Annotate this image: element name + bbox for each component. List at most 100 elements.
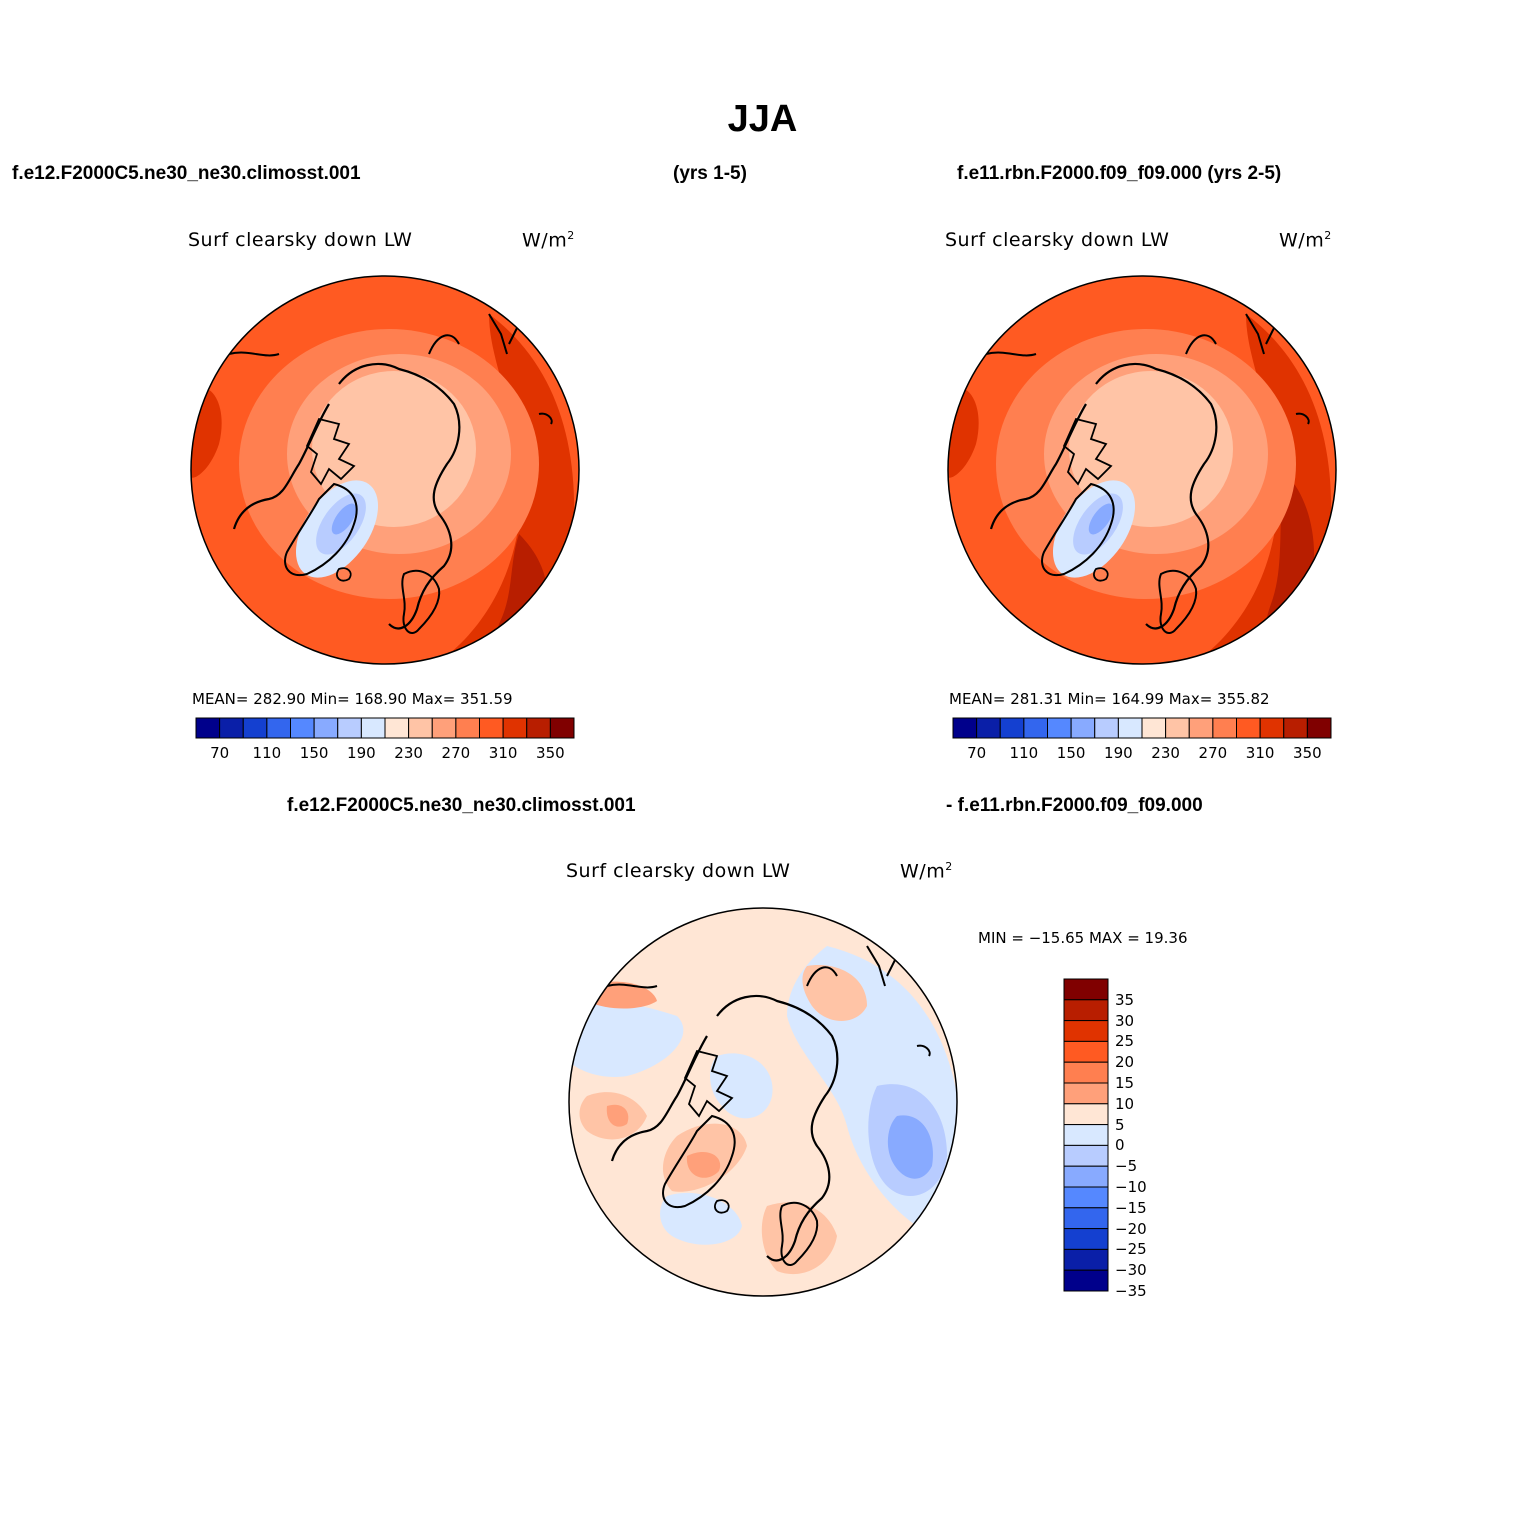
colorbar-case1-tick-label: 70 <box>210 744 230 762</box>
colorbar-case1-swatch <box>431 717 457 739</box>
colorbar-case2-swatch <box>1283 717 1308 739</box>
colorbar-difference-label: 15 <box>1115 1074 1135 1092</box>
colorbar-case1-swatch <box>266 717 291 739</box>
colorbar-difference-label: 20 <box>1115 1053 1135 1072</box>
colorbar-case2-swatch <box>1259 717 1285 739</box>
diff-units: W/m2 <box>900 860 953 883</box>
panel1-units: W/m2 <box>522 229 575 252</box>
colorbar-case1-swatch <box>290 717 315 739</box>
colorbar-difference-swatch <box>1063 1020 1109 1042</box>
colorbar-difference-label: 5 <box>1115 1115 1125 1134</box>
colorbar-case1-swatch <box>526 717 551 739</box>
colorbar-case1-swatch <box>360 717 386 739</box>
colorbar-case2-tick-label: 230 <box>1151 744 1180 762</box>
colorbar-difference-swatch <box>1063 1269 1109 1292</box>
diff-header-case1: f.e12.F2000C5.ne30_ne30.climosst.001 <box>287 795 636 816</box>
panel2-stats: MEAN= 281.31 Min= 164.99 Max= 355.82 <box>949 690 1270 708</box>
colorbar-case1-swatch <box>549 717 575 739</box>
colorbar-difference-swatch <box>1063 1082 1109 1105</box>
colorbar-case1-swatch <box>455 717 480 739</box>
colorbar-case2-swatch <box>1117 717 1143 739</box>
colorbar-difference-label: −35 <box>1115 1282 1147 1300</box>
colorbar-case2-tick-label: 350 <box>1293 744 1322 762</box>
colorbar-difference-label: 0 <box>1115 1136 1125 1155</box>
colorbar-case2-swatch <box>1236 717 1261 739</box>
colorbar-case2-swatch <box>1141 717 1167 739</box>
colorbar-difference-label: −20 <box>1115 1219 1147 1238</box>
colorbar-case2-swatch <box>976 717 1001 739</box>
colorbar-difference-label: −30 <box>1115 1261 1147 1280</box>
colorbar-difference-swatch <box>1063 1061 1109 1084</box>
colorbar-case2-tick-label: 110 <box>1009 744 1039 762</box>
colorbar-difference-swatch <box>1063 1144 1109 1167</box>
colorbar-case1 <box>195 717 575 739</box>
colorbar-case2-swatch <box>1047 717 1072 739</box>
years-header: (yrs 1-5) <box>673 163 747 184</box>
colorbar-case2-swatch <box>1023 717 1048 739</box>
colorbar-case1-swatch <box>502 717 528 739</box>
diff-field-label: Surf clearsky down LW <box>566 860 791 882</box>
colorbar-case1-tick-label: 110 <box>252 744 282 762</box>
colorbar-case1-tick-label: 230 <box>394 744 423 762</box>
colorbar-case1-tick-label: 350 <box>536 744 565 762</box>
panel1-field-label: Surf clearsky down LW <box>188 229 413 251</box>
colorbar-difference-swatch <box>1063 1124 1109 1146</box>
colorbar-difference-swatch <box>1063 1165 1109 1188</box>
colorbar-case2-swatch <box>1188 717 1214 739</box>
colorbar-case2-tick-label: 270 <box>1198 744 1228 762</box>
colorbar-difference-swatch <box>1063 1248 1109 1271</box>
colorbar-difference-label: −10 <box>1115 1178 1147 1196</box>
colorbar-case1-swatch <box>195 717 221 739</box>
colorbar-case2-swatch <box>952 717 978 739</box>
colorbar-case2-swatch <box>1094 717 1119 739</box>
colorbar-case2-tick-label: 310 <box>1245 744 1275 762</box>
figure-title: JJA <box>727 98 798 140</box>
colorbar-case2-tick-label: 150 <box>1056 744 1086 762</box>
colorbar-difference-swatch <box>1063 999 1109 1022</box>
colorbar-difference-label: 30 <box>1115 1011 1135 1030</box>
panel2-units: W/m2 <box>1279 229 1332 252</box>
map-difference <box>568 907 958 1297</box>
colorbar-case1-swatch <box>337 717 362 739</box>
case2-header: f.e11.rbn.F2000.f09_f09.000 (yrs 2-5) <box>957 163 1282 184</box>
colorbar-difference-label: 10 <box>1115 1094 1135 1113</box>
map-case1 <box>190 275 580 665</box>
colorbar-case1-tick-label: 310 <box>488 744 518 762</box>
colorbar-difference-label: −25 <box>1115 1240 1147 1259</box>
panel2-field-label: Surf clearsky down LW <box>945 229 1170 251</box>
map-case2 <box>947 275 1337 665</box>
colorbar-difference-swatch <box>1063 1040 1109 1063</box>
colorbar-difference-swatch <box>1063 1207 1109 1230</box>
colorbar-case1-swatch <box>219 717 244 739</box>
colorbar-case2-swatch <box>1070 717 1096 739</box>
colorbar-case1-swatch <box>408 717 433 739</box>
colorbar-case1-tick-label: 150 <box>299 744 329 762</box>
colorbar-case2-swatch <box>1306 717 1332 739</box>
colorbar-case1-swatch <box>313 717 339 739</box>
colorbar-case1-tick-label: 190 <box>347 744 376 762</box>
diff-header-case2: - f.e11.rbn.F2000.f09_f09.000 <box>946 795 1203 816</box>
colorbar-difference-swatch <box>1063 1228 1109 1250</box>
colorbar-case1-tick-label: 270 <box>441 744 471 762</box>
colorbar-case2-tick-label: 70 <box>967 744 987 762</box>
colorbar-case2-swatch <box>1212 717 1237 739</box>
colorbar-difference-label: −15 <box>1115 1198 1147 1217</box>
panel1-stats: MEAN= 282.90 Min= 168.90 Max= 351.59 <box>192 690 513 708</box>
colorbar-case2-tick-label: 190 <box>1104 744 1133 762</box>
diff-stats: MIN = −15.65 MAX = 19.36 <box>978 929 1188 947</box>
colorbar-difference-swatch <box>1063 978 1109 1001</box>
colorbar-case2-swatch <box>1165 717 1190 739</box>
colorbar-case2-ticks: 70 110 150 190 230 270 310 350 <box>952 744 1332 764</box>
colorbar-case1-swatch <box>242 717 268 739</box>
colorbar-difference-labels: 35 30 25 20 15 10 5 0 −5 −10 −15 −20 −25 −30 −35 <box>1115 978 1175 1300</box>
colorbar-case1-swatch <box>479 717 504 739</box>
colorbar-difference <box>1063 978 1109 1292</box>
colorbar-difference-swatch <box>1063 1103 1109 1126</box>
colorbar-case1-swatch <box>384 717 410 739</box>
colorbar-case2 <box>952 717 1332 739</box>
colorbar-case2-swatch <box>999 717 1025 739</box>
colorbar-difference-label: 25 <box>1115 1032 1135 1051</box>
colorbar-difference-label: −5 <box>1115 1157 1138 1176</box>
colorbar-difference-swatch <box>1063 1186 1109 1209</box>
case1-header: f.e12.F2000C5.ne30_ne30.climosst.001 <box>12 163 361 184</box>
